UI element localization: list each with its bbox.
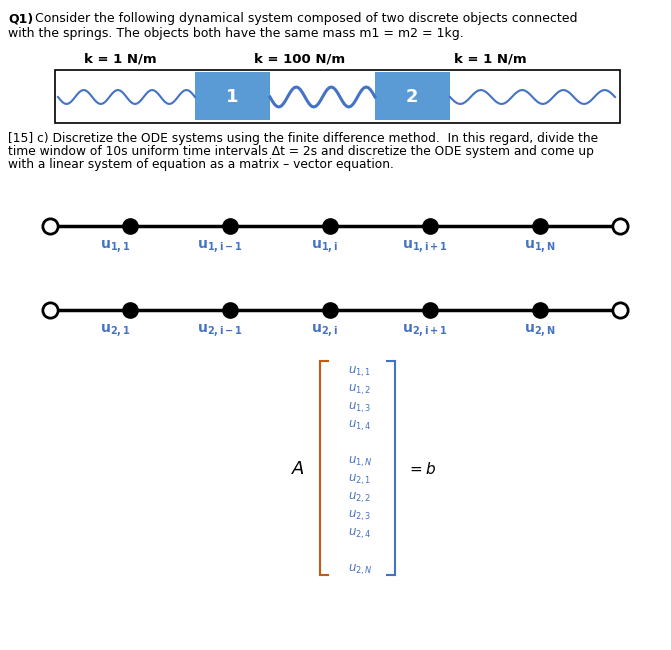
Text: $A$: $A$	[291, 460, 305, 478]
Text: k = 100 N/m: k = 100 N/m	[254, 53, 346, 66]
Text: $u_{2,2}$: $u_{2,2}$	[348, 491, 372, 506]
Text: Q1): Q1)	[8, 12, 34, 25]
Text: k = 1 N/m: k = 1 N/m	[454, 53, 526, 66]
Text: $u_{1,4}$: $u_{1,4}$	[348, 419, 372, 434]
Text: $u_{2,4}$: $u_{2,4}$	[348, 527, 372, 541]
Text: $\mathbf{u_{2,N}}$: $\mathbf{u_{2,N}}$	[524, 322, 556, 339]
Bar	[195, 72, 270, 120]
Text: with the springs. The objects both have the same mass m1 = m2 = 1kg.: with the springs. The objects both have …	[8, 27, 464, 40]
Text: $u_{1,1}$: $u_{1,1}$	[348, 365, 372, 380]
Text: $\mathbf{u_{2,i-1}}$: $\mathbf{u_{2,i-1}}$	[197, 322, 243, 339]
Text: k = 1 N/m: k = 1 N/m	[84, 53, 156, 66]
Text: $u_{1,2}$: $u_{1,2}$	[348, 383, 372, 397]
Text: $\mathbf{u_{2,i}}$: $\mathbf{u_{2,i}}$	[311, 322, 338, 339]
Text: $\mathbf{u_{1,N}}$: $\mathbf{u_{1,N}}$	[524, 238, 556, 255]
Text: Consider the following dynamical system composed of two discrete objects connect: Consider the following dynamical system …	[35, 12, 578, 25]
Text: $u_{1,3}$: $u_{1,3}$	[348, 401, 372, 415]
Text: $\mathbf{u_{1,i}}$: $\mathbf{u_{1,i}}$	[311, 238, 338, 255]
Text: 1: 1	[225, 88, 238, 106]
Text: $\mathbf{u_{1,i+1}}$: $\mathbf{u_{1,i+1}}$	[402, 238, 448, 255]
Text: $= b$: $= b$	[407, 461, 437, 477]
Bar	[375, 72, 450, 120]
Text: $u_{2,1}$: $u_{2,1}$	[348, 473, 372, 488]
Text: with a linear system of equation as a matrix – vector equation.: with a linear system of equation as a ma…	[8, 158, 394, 171]
Text: [15] c) Discretize the ODE systems using the finite difference method.  In this : [15] c) Discretize the ODE systems using…	[8, 132, 598, 145]
Text: $\mathbf{u_{1,i-1}}$: $\mathbf{u_{1,i-1}}$	[197, 238, 243, 255]
Text: $\mathbf{u_{1,1}}$: $\mathbf{u_{1,1}}$	[100, 238, 130, 255]
Text: 2: 2	[406, 88, 418, 106]
Text: $\mathbf{u_{2,1}}$: $\mathbf{u_{2,1}}$	[100, 322, 130, 339]
Text: $u_{2,3}$: $u_{2,3}$	[348, 509, 372, 523]
Text: time window of 10s uniform time intervals Δt = 2s and discretize the ODE system : time window of 10s uniform time interval…	[8, 145, 594, 158]
Text: $u_{1,N}$: $u_{1,N}$	[348, 455, 372, 469]
Text: $\mathbf{u_{2,i+1}}$: $\mathbf{u_{2,i+1}}$	[402, 322, 448, 339]
Bar	[55, 70, 620, 123]
Text: $u_{2,N}$: $u_{2,N}$	[348, 563, 372, 577]
